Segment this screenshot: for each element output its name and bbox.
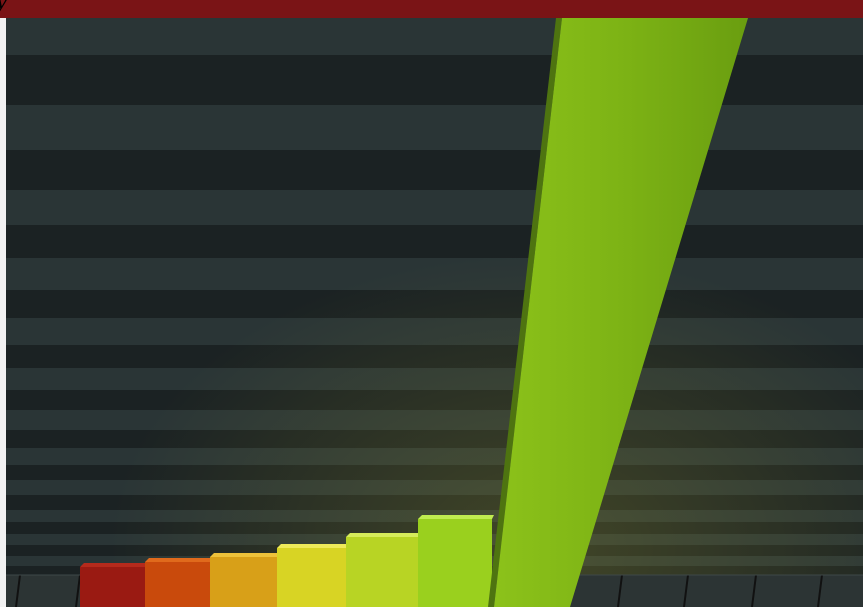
small-bar <box>210 557 277 607</box>
small-bar-top <box>145 558 212 562</box>
small-bar-top <box>80 563 147 567</box>
big-bar-side <box>488 18 562 607</box>
small-bar-top <box>210 553 279 557</box>
floor-seam <box>15 574 21 607</box>
bars <box>80 515 494 607</box>
floor-seam <box>617 574 623 607</box>
small-bar-top <box>277 544 348 548</box>
small-bar <box>277 548 346 607</box>
small-bar <box>80 567 145 607</box>
small-bar <box>346 537 418 607</box>
small-bar-top <box>346 533 420 537</box>
top-band <box>0 0 863 18</box>
floor-seam <box>683 574 689 607</box>
big-bar <box>494 18 748 607</box>
small-bar-top <box>418 515 494 519</box>
small-bar <box>145 562 210 607</box>
glow <box>6 18 863 607</box>
header-fragment: y <box>0 0 8 16</box>
left-edge <box>0 18 6 607</box>
floor-seam <box>817 574 823 607</box>
floor-seam <box>75 574 81 607</box>
floor-seam <box>751 574 757 607</box>
small-bar <box>418 519 492 607</box>
